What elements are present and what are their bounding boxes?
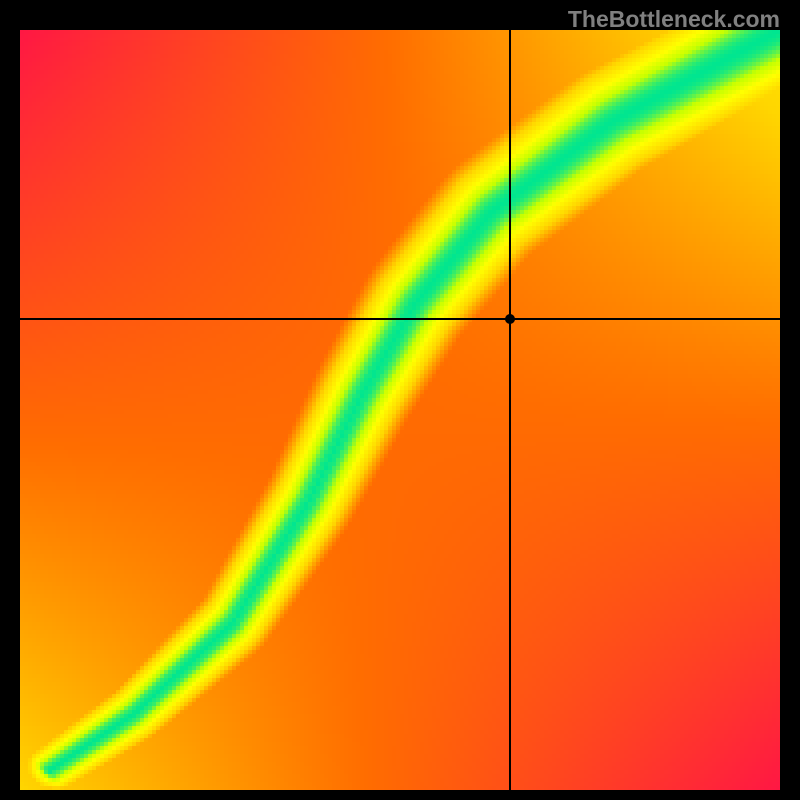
- watermark-text: TheBottleneck.com: [568, 6, 780, 33]
- chart-container: TheBottleneck.com: [0, 0, 800, 800]
- crosshair-marker: [505, 314, 515, 324]
- plot-area: [20, 30, 780, 790]
- heatmap-canvas: [20, 30, 780, 790]
- crosshair-horizontal: [20, 318, 780, 320]
- crosshair-vertical: [509, 30, 511, 790]
